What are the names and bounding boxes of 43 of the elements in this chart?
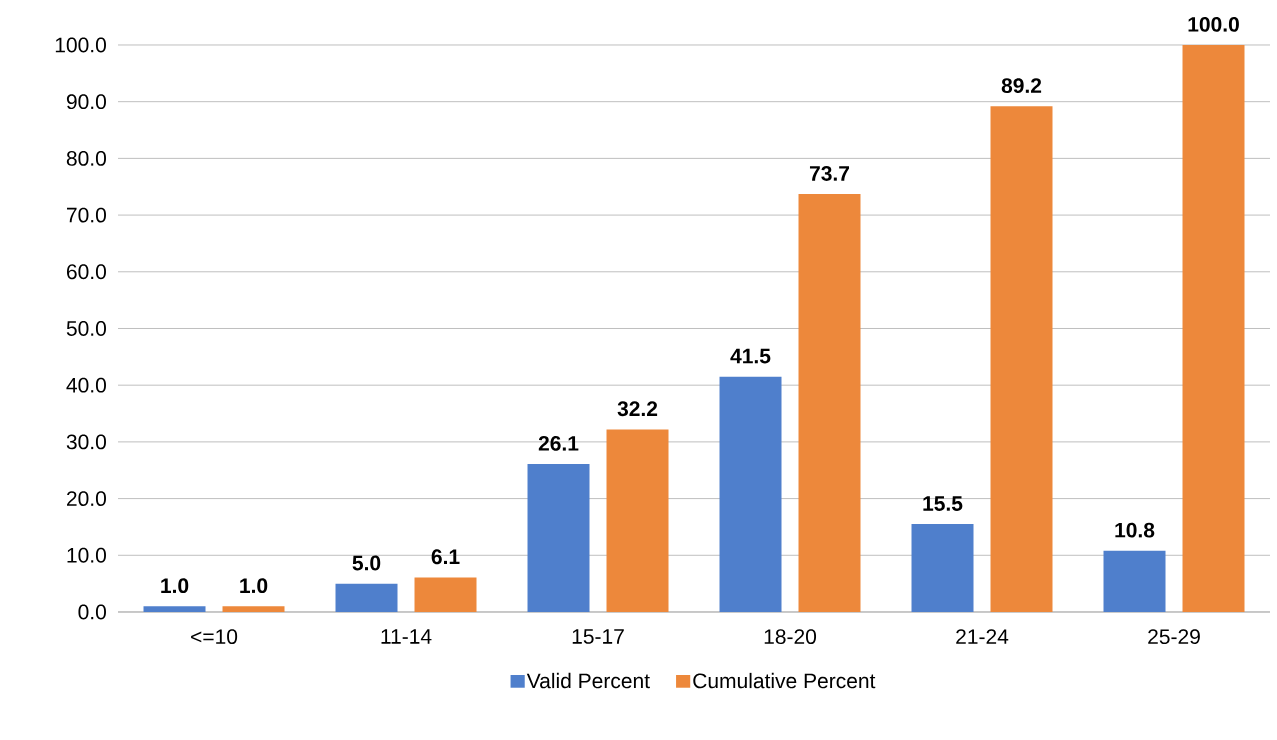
data-label: 32.2 bbox=[617, 401, 658, 417]
bar bbox=[335, 583, 398, 612]
y-tick-label: 90.0 bbox=[66, 94, 106, 110]
y-tick-label: 50.0 bbox=[66, 321, 106, 336]
data-label: 89.2 bbox=[1001, 78, 1042, 94]
y-tick-label: 0.0 bbox=[78, 604, 106, 620]
bar bbox=[606, 429, 669, 612]
data-label: 6.1 bbox=[431, 549, 460, 565]
x-tick-label: 21-24 bbox=[956, 629, 1009, 644]
bar bbox=[1182, 44, 1245, 612]
data-label: 5.0 bbox=[352, 555, 381, 571]
y-tick-label: 40.0 bbox=[66, 377, 106, 393]
y-tick-label: 20.0 bbox=[67, 491, 106, 507]
bar bbox=[527, 464, 590, 612]
x-tick-label: 11-14 bbox=[381, 629, 432, 644]
data-label: 1.0 bbox=[240, 578, 268, 594]
data-label: 15.5 bbox=[923, 496, 963, 511]
bar bbox=[719, 376, 782, 612]
data-label: 26.1 bbox=[538, 435, 579, 451]
y-tick-label: 60.0 bbox=[67, 264, 106, 280]
y-tick-label: 100.0 bbox=[55, 37, 106, 53]
bar bbox=[414, 577, 477, 612]
legend-label: Valid Percent bbox=[526, 672, 650, 689]
bar bbox=[911, 524, 974, 612]
x-tick-label: <=10 bbox=[191, 629, 238, 645]
bar bbox=[222, 606, 285, 612]
data-label: 1.0 bbox=[161, 578, 189, 594]
data-label: 41.5 bbox=[730, 348, 771, 364]
legend-label: Cumulative Percent bbox=[693, 672, 876, 689]
data-label: 100.0 bbox=[1188, 16, 1239, 32]
x-tick-label: 18-20 bbox=[764, 629, 817, 645]
bar bbox=[143, 606, 206, 612]
data-label: 10.8 bbox=[1115, 522, 1155, 538]
y-tick-label: 80.0 bbox=[66, 150, 106, 166]
bar bbox=[1103, 550, 1166, 612]
bar bbox=[990, 106, 1053, 612]
x-tick-label: 15-17 bbox=[572, 629, 624, 644]
x-tick-label: 25-29 bbox=[1148, 629, 1200, 645]
y-tick-label: 30.0 bbox=[66, 434, 106, 450]
y-tick-label: 70.0 bbox=[67, 207, 106, 223]
data-label: 73.7 bbox=[809, 166, 850, 181]
y-tick-label: 10.0 bbox=[67, 547, 106, 563]
bar bbox=[798, 194, 861, 612]
